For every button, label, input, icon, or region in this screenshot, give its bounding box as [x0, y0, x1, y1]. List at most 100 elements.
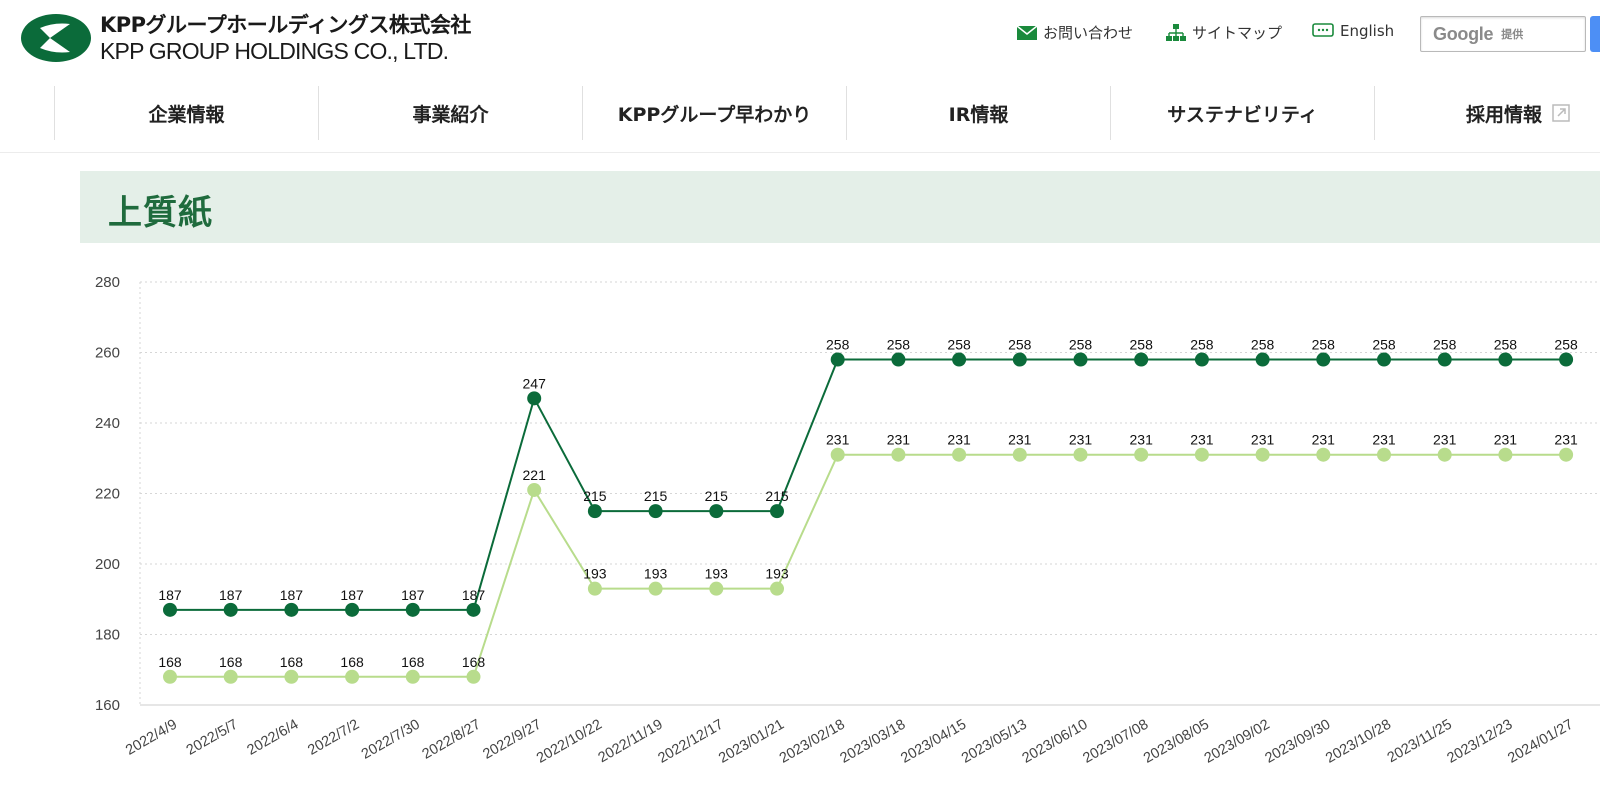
data-point-dark [1073, 352, 1088, 367]
nav-item-recruit[interactable]: 採用情報 [1374, 86, 1600, 140]
main-nav: 企業情報 事業紹介 KPPグループ早わかり IR情報 サステナビリティ 採用情報 [54, 86, 1600, 140]
external-link-icon [1552, 104, 1570, 122]
data-label-dark: 258 [1433, 337, 1457, 353]
data-label-light: 231 [826, 432, 850, 448]
data-point-light [952, 447, 967, 462]
data-label-dark: 215 [583, 488, 607, 504]
y-tick-label: 160 [95, 697, 120, 714]
data-point-dark [648, 504, 663, 519]
nav-item-label: 採用情報 [1465, 103, 1542, 126]
data-label-light: 168 [340, 654, 364, 670]
company-name[interactable]: KPPグループホールディングス株式会社 KPP GROUP HOLDINGS C… [100, 12, 471, 64]
nav-item-overview[interactable]: KPPグループ早わかり [582, 86, 846, 140]
data-label-dark: 258 [1130, 337, 1154, 353]
data-label-light: 231 [1372, 432, 1396, 448]
data-label-dark: 258 [1008, 337, 1032, 353]
sitemap-link[interactable]: サイトマップ [1166, 22, 1282, 43]
search-input[interactable]: Google 提供 [1420, 16, 1586, 52]
data-label-light: 231 [1433, 432, 1457, 448]
data-label-dark: 187 [340, 587, 364, 603]
x-tick-label: 2023/09/30 [1262, 717, 1333, 767]
data-point-light [527, 482, 542, 497]
data-label-dark: 258 [947, 337, 971, 353]
data-point-light [1255, 447, 1270, 462]
y-tick-label: 280 [95, 274, 120, 291]
data-label-light: 231 [1008, 432, 1032, 448]
data-label-light: 193 [644, 566, 668, 582]
data-label-dark: 258 [1494, 337, 1518, 353]
x-tick-label: 2023/08/05 [1141, 717, 1212, 767]
data-point-dark [1134, 352, 1149, 367]
kpp-logo-icon[interactable] [20, 12, 92, 64]
data-point-dark [587, 504, 602, 519]
data-point-dark [709, 504, 724, 519]
nav-item-corporate[interactable]: 企業情報 [54, 86, 318, 140]
data-point-light [770, 581, 784, 596]
data-point-dark [1255, 352, 1270, 367]
mail-icon [1017, 25, 1037, 40]
nav-item-sustainability[interactable]: サステナビリティ [1110, 86, 1374, 140]
data-label-dark: 258 [1069, 337, 1093, 353]
data-label-light: 168 [158, 654, 182, 670]
data-label-light: 168 [280, 654, 304, 670]
data-point-light [1377, 447, 1391, 462]
nav-item-label: サステナビリティ [1167, 103, 1318, 126]
data-point-dark [1316, 352, 1331, 367]
data-label-light: 231 [1130, 432, 1154, 448]
data-point-dark [1377, 352, 1391, 367]
nav-item-label: 事業紹介 [412, 103, 489, 126]
data-label-light: 231 [1251, 432, 1275, 448]
x-tick-label: 2024/01/27 [1505, 717, 1576, 767]
section-title: 上質紙 [108, 193, 213, 233]
x-tick-label: 2022/8/27 [420, 717, 484, 763]
sitemap-icon [1166, 23, 1186, 41]
x-tick-label: 2023/01/21 [716, 717, 787, 767]
data-label-dark: 258 [1554, 337, 1578, 353]
sitemap-label: サイトマップ [1192, 24, 1283, 42]
data-label-dark: 187 [280, 587, 304, 603]
nav-item-label: KPPグループ早わかり [617, 103, 812, 126]
data-label-light: 231 [1494, 432, 1518, 448]
contact-link[interactable]: お問い合わせ [1017, 22, 1133, 43]
company-name-ja: KPPグループホールディングス株式会社 [100, 13, 471, 37]
search-button[interactable] [1590, 16, 1600, 52]
data-point-dark [830, 352, 845, 367]
data-point-dark [1194, 352, 1209, 367]
search-provided-label: 提供 [1501, 28, 1524, 41]
data-label-light: 168 [219, 654, 243, 670]
x-tick-label: 2022/4/9 [123, 717, 180, 759]
data-point-light [1194, 447, 1209, 462]
data-label-light: 193 [765, 566, 789, 582]
data-label-dark: 258 [1372, 337, 1396, 353]
data-point-dark [1559, 352, 1574, 367]
nav-item-business[interactable]: 事業紹介 [318, 86, 582, 140]
data-point-dark [770, 504, 784, 519]
x-tick-label: 2022/5/7 [184, 717, 241, 759]
data-point-light [1559, 447, 1574, 462]
data-point-light [648, 581, 663, 596]
x-tick-label: 2023/07/08 [1080, 717, 1151, 767]
data-point-light [587, 581, 602, 596]
data-point-dark [1012, 352, 1027, 367]
nav-item-ir[interactable]: IR情報 [846, 86, 1110, 140]
x-tick-label: 2023/06/10 [1020, 717, 1091, 767]
data-label-dark: 258 [1312, 337, 1336, 353]
data-point-light [223, 669, 238, 684]
data-label-light: 231 [1069, 432, 1093, 448]
data-label-light: 231 [887, 432, 911, 448]
data-point-light [1012, 447, 1027, 462]
x-tick-label: 2022/6/4 [245, 717, 302, 759]
data-label-dark: 258 [1190, 337, 1214, 353]
data-label-light: 168 [401, 654, 425, 670]
data-label-dark: 187 [158, 587, 182, 603]
x-tick-label: 2023/10/28 [1323, 717, 1394, 767]
nav-item-label: 企業情報 [148, 103, 225, 126]
data-label-dark: 187 [462, 587, 486, 603]
english-link[interactable]: English [1312, 22, 1394, 40]
data-point-dark [527, 391, 542, 406]
data-point-dark [284, 602, 299, 617]
data-point-dark [891, 352, 906, 367]
x-tick-label: 2023/05/13 [959, 717, 1030, 767]
data-point-light [284, 669, 299, 684]
data-label-dark: 215 [765, 488, 789, 504]
